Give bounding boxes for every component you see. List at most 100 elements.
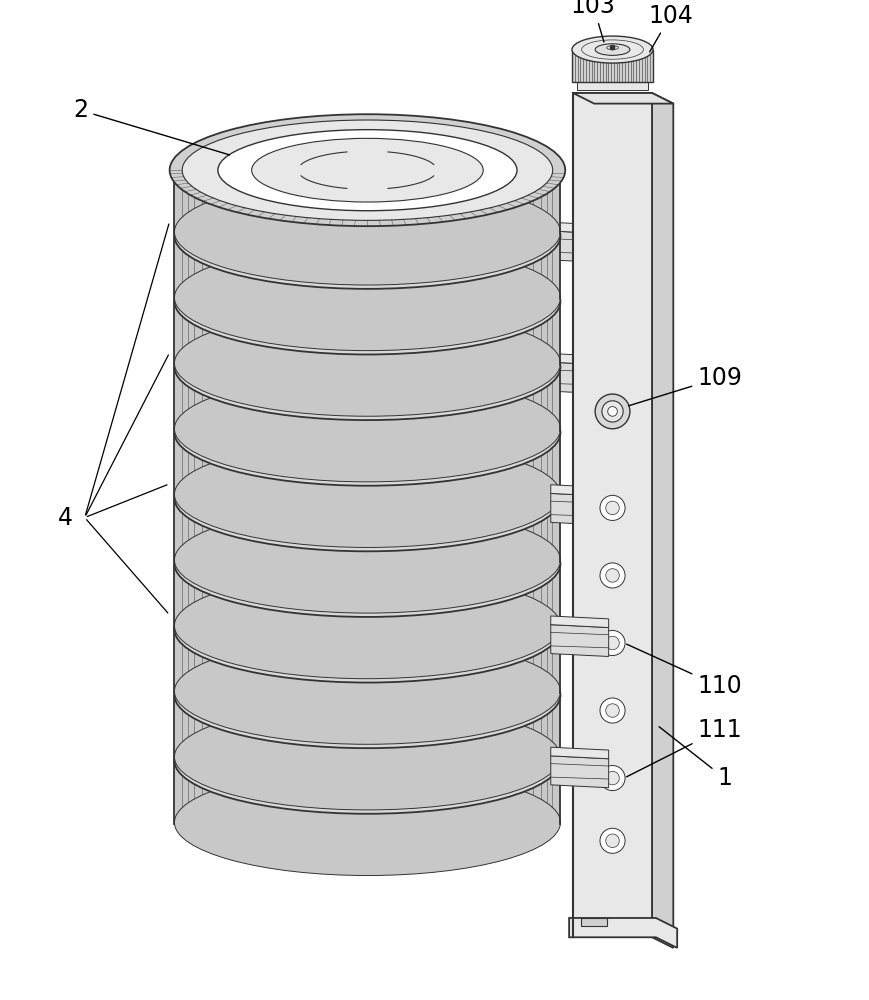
Polygon shape [175,301,561,365]
Ellipse shape [175,507,561,613]
Ellipse shape [175,183,561,289]
Polygon shape [551,616,608,628]
Ellipse shape [175,380,561,486]
Polygon shape [580,918,607,926]
Circle shape [606,834,620,848]
Circle shape [606,636,620,650]
Ellipse shape [262,535,474,593]
Ellipse shape [175,769,561,876]
Ellipse shape [175,642,561,748]
Circle shape [600,828,625,853]
Ellipse shape [572,36,653,63]
Ellipse shape [232,461,502,535]
Polygon shape [551,222,608,234]
Ellipse shape [262,600,474,659]
Text: 1: 1 [659,727,732,790]
Ellipse shape [595,44,630,55]
Polygon shape [175,629,561,693]
Circle shape [600,698,625,723]
Ellipse shape [175,117,561,223]
Polygon shape [175,170,561,794]
Polygon shape [652,93,673,948]
Polygon shape [573,93,673,104]
Ellipse shape [262,732,474,790]
Circle shape [600,563,625,588]
Circle shape [595,394,630,429]
Ellipse shape [175,376,561,482]
Ellipse shape [169,114,565,226]
Ellipse shape [232,330,502,404]
Ellipse shape [232,395,502,470]
Text: 104: 104 [648,4,693,52]
Circle shape [606,501,620,515]
Polygon shape [175,695,561,759]
Polygon shape [551,485,608,496]
Ellipse shape [232,724,502,798]
Ellipse shape [175,244,561,351]
Ellipse shape [175,441,561,547]
Polygon shape [175,367,561,431]
Circle shape [606,771,620,785]
Polygon shape [551,493,608,525]
Ellipse shape [175,310,561,416]
Text: 109: 109 [628,366,742,406]
Ellipse shape [175,704,561,810]
Polygon shape [577,82,648,90]
Ellipse shape [607,46,619,50]
Ellipse shape [182,120,553,220]
Text: 111: 111 [627,718,742,777]
Circle shape [602,401,623,422]
Polygon shape [573,93,652,937]
Circle shape [600,630,625,656]
Circle shape [600,766,625,791]
Ellipse shape [182,744,553,845]
Ellipse shape [175,314,561,420]
Ellipse shape [218,130,517,211]
Ellipse shape [175,248,561,354]
Ellipse shape [175,573,561,679]
Ellipse shape [175,511,561,617]
Circle shape [610,45,615,51]
Polygon shape [175,498,561,562]
Ellipse shape [175,708,561,814]
Circle shape [606,704,620,717]
Ellipse shape [262,272,474,331]
Polygon shape [175,170,561,234]
Polygon shape [551,362,608,394]
Polygon shape [175,433,561,496]
Ellipse shape [232,133,502,207]
Polygon shape [175,564,561,628]
Ellipse shape [175,179,561,285]
Polygon shape [551,354,608,365]
Text: 103: 103 [571,0,615,42]
Polygon shape [551,625,608,656]
Circle shape [607,407,617,416]
Ellipse shape [232,658,502,732]
Polygon shape [175,236,561,299]
Polygon shape [551,231,608,263]
Circle shape [606,569,620,582]
Text: 2: 2 [73,98,229,155]
Ellipse shape [232,592,502,667]
Ellipse shape [262,666,474,724]
Polygon shape [572,50,653,82]
Polygon shape [175,761,561,824]
Ellipse shape [252,138,483,202]
Ellipse shape [262,403,474,462]
Ellipse shape [232,199,502,273]
Ellipse shape [262,469,474,527]
Polygon shape [551,756,608,788]
Polygon shape [179,761,555,794]
Ellipse shape [175,445,561,551]
Ellipse shape [262,207,474,265]
Circle shape [600,495,625,520]
Ellipse shape [262,141,474,199]
Polygon shape [551,747,608,759]
Ellipse shape [175,576,561,683]
Ellipse shape [175,638,561,744]
Ellipse shape [232,264,502,339]
Ellipse shape [262,338,474,396]
Text: 4: 4 [58,506,73,530]
Polygon shape [569,918,677,948]
Ellipse shape [232,527,502,601]
